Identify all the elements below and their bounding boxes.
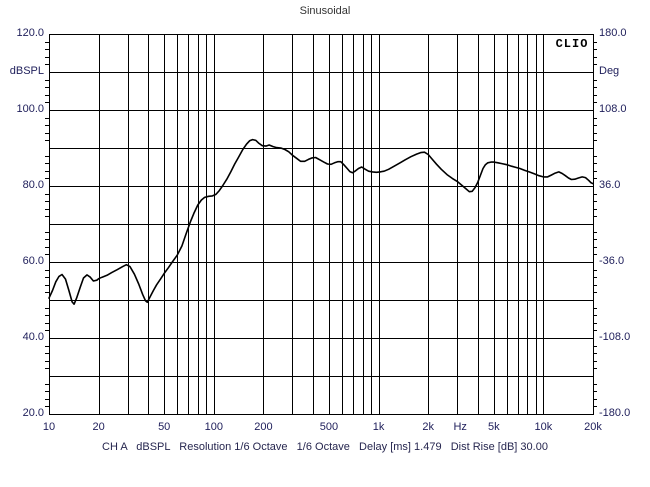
right-axis-tick-label: -108.0 xyxy=(599,331,631,343)
chart-title: Sinusoidal xyxy=(299,5,351,17)
right-axis-tick-label: 180.0 xyxy=(599,27,627,39)
right-axis-tick-label: 36.0 xyxy=(599,179,621,191)
right-axis-unit-label: Deg xyxy=(599,65,620,77)
right-axis-tick-label: -180.0 xyxy=(599,407,631,419)
x-axis-unit-label: Hz xyxy=(453,421,467,433)
left-axis-tick-label: 20.0 xyxy=(22,407,44,419)
x-axis-tick-label: 500 xyxy=(319,421,339,433)
x-axis-tick-label: 20 xyxy=(92,421,105,433)
measurement-info-bar: CH A dBSPL Resolution 1/6 Octave 1/6 Oct… xyxy=(102,441,548,453)
left-axis-tick-label: 40.0 xyxy=(22,331,44,343)
left-axis-tick-label: 120.0 xyxy=(16,27,44,39)
left-axis-tick-label: 100.0 xyxy=(16,103,44,115)
left-axis-tick-label: 80.0 xyxy=(22,179,44,191)
x-axis-tick-label: 2k xyxy=(422,421,434,433)
right-axis-tick-label: -36.0 xyxy=(599,255,625,267)
x-axis-tick-label: 50 xyxy=(158,421,171,433)
left-axis-tick-label: 60.0 xyxy=(22,255,44,267)
left-axis-unit-label: dBSPL xyxy=(9,65,44,77)
x-axis-tick-label: 20k xyxy=(584,421,602,433)
plot-frame xyxy=(49,34,594,415)
x-axis-tick-label: 100 xyxy=(204,421,223,433)
x-axis-tick-label: 200 xyxy=(254,421,273,433)
x-axis-tick-label: 10 xyxy=(42,421,56,433)
x-axis-tick-label: 10k xyxy=(534,421,553,433)
clio-logo: CLIO xyxy=(555,37,589,51)
x-axis-tick-label: 1k xyxy=(372,421,385,433)
right-axis-tick-label: 108.0 xyxy=(599,103,627,115)
frequency-response-curve xyxy=(48,138,594,305)
x-axis-tick-label: 5k xyxy=(487,421,500,433)
